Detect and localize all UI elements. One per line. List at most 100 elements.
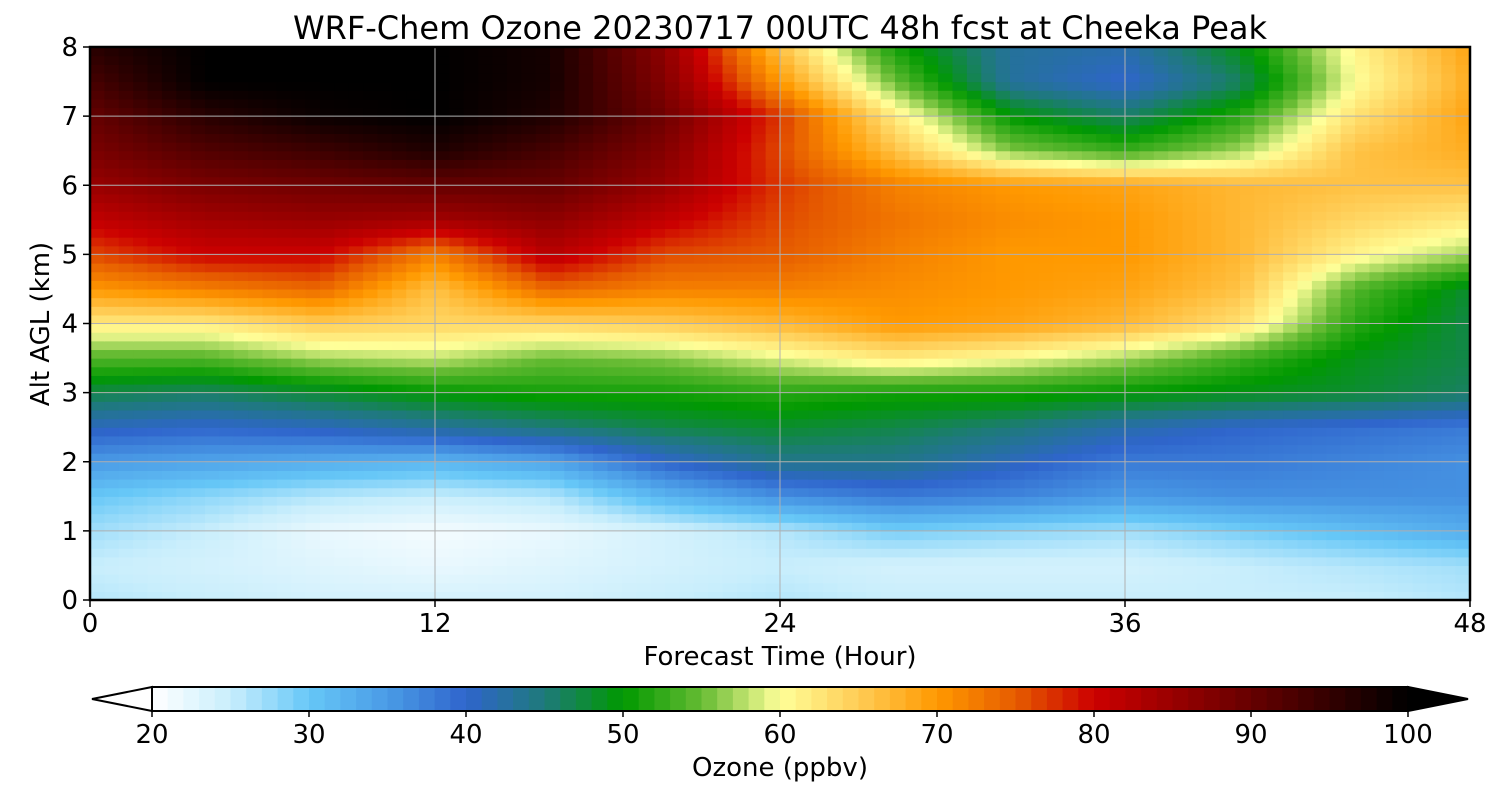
heatmap-cell [1168, 539, 1184, 549]
heatmap-cell [794, 280, 810, 290]
heatmap-cell [1426, 185, 1442, 195]
heatmap-cell [463, 479, 479, 489]
heatmap-cell [981, 219, 997, 230]
heatmap-cell [463, 263, 479, 273]
heatmap-cell [1383, 409, 1399, 420]
heatmap-cell [1038, 358, 1054, 368]
heatmap-cell [420, 548, 436, 558]
heatmap-cell [1326, 539, 1342, 549]
heatmap-cell [1096, 159, 1112, 169]
heatmap-cell [1369, 418, 1385, 428]
heatmap-cell [1441, 349, 1457, 359]
heatmap-cell [1311, 574, 1327, 584]
heatmap-cell [880, 401, 896, 411]
heatmap-cell [1067, 574, 1083, 584]
heatmap-cell [492, 435, 508, 446]
heatmap-cell [1383, 228, 1399, 238]
heatmap-cell [118, 366, 134, 376]
heatmap-cell [176, 418, 192, 428]
heatmap-cell [1240, 427, 1255, 437]
heatmap-cell [478, 176, 494, 186]
heatmap-cell [1268, 254, 1284, 264]
heatmap-cell [952, 254, 968, 264]
heatmap-cell [736, 487, 752, 497]
heatmap-cell [1398, 444, 1414, 454]
heatmap-cell [406, 349, 422, 359]
heatmap-cell [1268, 297, 1284, 307]
heatmap-cell [938, 401, 954, 411]
heatmap-cell [104, 306, 120, 316]
heatmap-cell [219, 409, 235, 420]
heatmap-cell [1412, 539, 1428, 549]
heatmap-cell [679, 435, 695, 446]
heatmap-cell [708, 461, 724, 471]
heatmap-cell [1024, 288, 1040, 299]
heatmap-cell [966, 280, 982, 290]
heatmap-cell [391, 167, 407, 178]
heatmap-cell [593, 504, 609, 515]
heatmap-cell [1182, 202, 1198, 212]
heatmap-cell [435, 574, 450, 584]
heatmap-cell [449, 565, 465, 575]
heatmap-cell [1139, 591, 1155, 601]
heatmap-cell [233, 383, 249, 394]
heatmap-cell [1096, 375, 1112, 385]
heatmap-cell [679, 530, 695, 541]
heatmap-cell [1240, 461, 1255, 471]
heatmap-cell [1196, 366, 1212, 376]
heatmap-cell [823, 401, 839, 411]
heatmap-cell [650, 435, 666, 446]
heatmap-cell [895, 280, 910, 290]
heatmap-cell [808, 202, 824, 212]
heatmap-cell [650, 539, 666, 549]
heatmap-cell [823, 574, 839, 584]
heatmap-cell [190, 574, 206, 584]
heatmap-cell [880, 349, 896, 359]
heatmap-cell [535, 401, 551, 411]
heatmap-cell [1168, 202, 1184, 212]
heatmap-cell [506, 530, 522, 541]
heatmap-cell [262, 401, 278, 411]
heatmap-cell [621, 185, 637, 195]
heatmap-cell [780, 314, 795, 325]
heatmap-cell [938, 176, 954, 186]
heatmap-cell [420, 176, 436, 186]
heatmap-cell [650, 392, 666, 402]
heatmap-cell [506, 263, 522, 273]
heatmap-cell [1110, 340, 1126, 351]
heatmap-cell [593, 349, 609, 359]
heatmap-cell [1168, 375, 1184, 385]
heatmap-cell [1398, 383, 1414, 394]
heatmap-cell [1196, 297, 1212, 307]
heatmap-cell [1125, 159, 1140, 169]
heatmap-cell [1168, 565, 1184, 575]
heatmap-cell [837, 219, 853, 230]
heatmap-cell [1297, 271, 1313, 281]
heatmap-cell [1311, 167, 1327, 178]
heatmap-cell [665, 150, 680, 160]
heatmap-cell [564, 228, 580, 238]
heatmap-cell [1254, 358, 1270, 368]
heatmap-cell [190, 556, 206, 567]
heatmap-cell [190, 496, 206, 506]
heatmap-cell [90, 565, 105, 575]
heatmap-cell [377, 444, 393, 454]
heatmap-cell [492, 254, 508, 264]
heatmap-cell [1168, 271, 1184, 281]
heatmap-cell [1010, 271, 1025, 281]
heatmap-cell [1297, 228, 1313, 238]
heatmap-cell [205, 349, 220, 359]
heatmap-cell [1211, 556, 1227, 567]
heatmap-cell [1283, 504, 1299, 515]
heatmap-cell [564, 349, 580, 359]
heatmap-cell [1225, 245, 1241, 255]
heatmap-cell [1254, 444, 1270, 454]
heatmap-cell [305, 479, 321, 489]
heatmap-cell [1340, 418, 1356, 428]
heatmap-cell [305, 409, 321, 420]
heatmap-cell [722, 228, 738, 238]
heatmap-cell [535, 392, 551, 402]
heatmap-cell [1110, 383, 1126, 394]
heatmap-cell [521, 427, 537, 437]
heatmap-cell [1211, 349, 1227, 359]
